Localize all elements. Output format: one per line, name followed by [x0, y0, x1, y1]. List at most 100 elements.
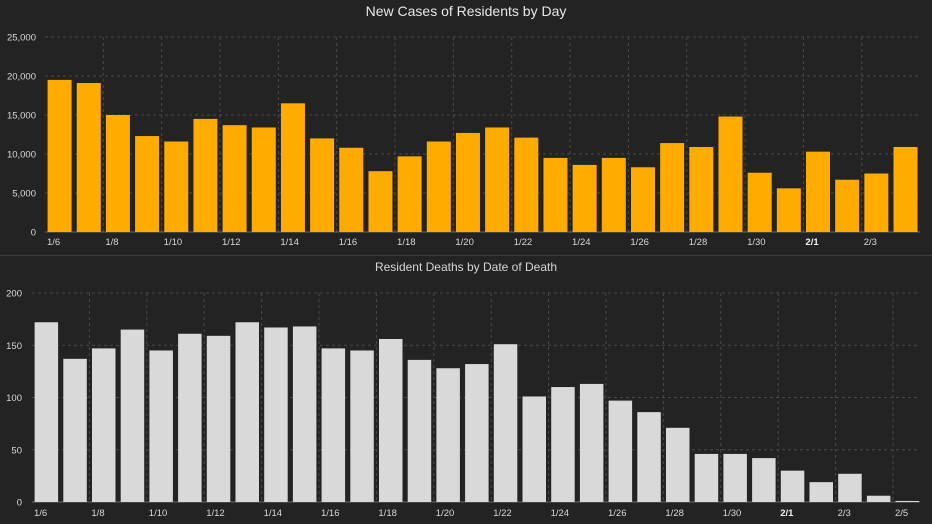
deaths-bar — [149, 350, 173, 502]
deaths-bar — [465, 364, 489, 502]
deaths-bar — [895, 500, 920, 502]
cases-y-tick-label: 5,000 — [12, 189, 36, 200]
cases-bar — [339, 147, 364, 232]
cases-x-tick-label: 1/20 — [455, 237, 474, 248]
cases-bar — [543, 157, 568, 232]
deaths-x-tick-label: 1/28 — [665, 508, 684, 519]
cases-bar — [76, 83, 101, 233]
cases-bar — [193, 118, 218, 232]
cases-bar — [455, 132, 480, 232]
cases-y-tick-label: 0 — [31, 228, 36, 239]
deaths-bar — [264, 327, 288, 502]
cases-x-tick-label: 1/24 — [572, 237, 591, 248]
cases-bar — [310, 138, 335, 232]
deaths-bar — [350, 350, 374, 502]
deaths-bar — [178, 333, 202, 502]
cases-bar — [251, 127, 276, 232]
cases-gridlines — [45, 36, 920, 233]
deaths-bar — [379, 338, 403, 502]
deaths-bar — [579, 383, 604, 502]
deaths-y-tick-label: 0 — [17, 498, 22, 509]
deaths-bar — [723, 453, 747, 502]
deaths-bar — [206, 335, 231, 502]
deaths-chart-title: Resident Deaths by Date of Death — [375, 260, 557, 274]
deaths-x-tick-label: 2/1 — [780, 508, 794, 519]
cases-bar — [893, 146, 918, 232]
deaths-x-tick-label: 1/26 — [608, 508, 627, 519]
deaths-bar — [522, 396, 546, 502]
cases-bar — [776, 188, 801, 232]
cases-bar — [601, 157, 626, 232]
deaths-bar — [637, 412, 661, 502]
cases-bar — [222, 125, 247, 232]
deaths-bar — [120, 329, 145, 502]
deaths-bar — [321, 348, 346, 502]
deaths-bar — [752, 458, 776, 502]
cases-x-tick-label: 1/8 — [105, 237, 118, 248]
deaths-bars — [34, 322, 920, 502]
cases-bar — [864, 173, 889, 232]
cases-x-tick-label: 2/3 — [864, 237, 877, 248]
cases-x-tick-label: 1/18 — [397, 237, 416, 248]
deaths-y-tick-label: 100 — [6, 393, 22, 404]
cases-bar — [718, 116, 743, 232]
deaths-bar — [694, 453, 719, 502]
cases-bars — [47, 79, 918, 233]
deaths-bar — [292, 326, 317, 502]
deaths-x-axis: 1/6 1/8 1/10 1/12 1/14 1/16 1/18 1/20 1/22 1/24 1/… — [34, 508, 908, 519]
deaths-x-tick-label: 1/30 — [723, 508, 742, 519]
panel-divider — [0, 255, 932, 256]
deaths-y-tick-label: 200 — [6, 289, 22, 300]
cases-bar — [135, 136, 160, 232]
deaths-x-tick-label: 1/20 — [436, 508, 455, 519]
deaths-bar — [34, 322, 59, 502]
deaths-bar — [838, 473, 862, 502]
deaths-x-tick-label: 1/24 — [551, 508, 570, 519]
deaths-y-axis: 0 50 100 150 200 — [6, 289, 22, 509]
cases-x-tick-label: 1/26 — [630, 237, 649, 248]
deaths-bar — [666, 427, 690, 502]
cases-bar — [47, 79, 72, 233]
deaths-x-tick-label: 1/8 — [91, 508, 104, 519]
cases-y-tick-label: 15,000 — [7, 111, 36, 122]
deaths-y-tick-label: 150 — [6, 341, 22, 352]
cases-bar — [806, 151, 831, 232]
cases-bar — [485, 127, 510, 232]
cases-x-tick-label: 1/6 — [47, 237, 60, 248]
cases-bar — [368, 171, 393, 232]
deaths-x-tick-label: 1/18 — [378, 508, 397, 519]
cases-bar — [105, 115, 130, 232]
cases-x-tick-label: 1/28 — [689, 237, 708, 248]
cases-x-tick-label: 1/14 — [280, 237, 299, 248]
deaths-bar — [780, 470, 805, 502]
deaths-bar — [809, 482, 833, 502]
cases-bar — [835, 179, 860, 232]
cases-x-tick-label: 1/30 — [747, 237, 766, 248]
deaths-bar — [92, 348, 116, 502]
cases-bar — [164, 141, 189, 232]
deaths-x-tick-label: 1/6 — [34, 508, 47, 519]
deaths-x-tick-label: 1/12 — [206, 508, 225, 519]
cases-bar — [514, 137, 539, 232]
deaths-x-tick-label: 2/3 — [838, 508, 851, 519]
cases-y-tick-label: 10,000 — [7, 150, 36, 161]
cases-chart-title: New Cases of Residents by Day — [366, 3, 567, 19]
deaths-bar — [866, 495, 891, 502]
cases-chart: New Cases of Residents by Day 0 5,000 10,0… — [7, 3, 920, 248]
deaths-x-tick-label: 1/14 — [264, 508, 283, 519]
cases-x-tick-label: 2/1 — [805, 237, 819, 248]
cases-x-tick-label: 1/16 — [339, 237, 358, 248]
cases-bar — [426, 141, 451, 232]
deaths-bar — [63, 358, 87, 502]
cases-bar — [572, 164, 597, 232]
deaths-bar — [235, 322, 259, 502]
deaths-bar — [608, 400, 633, 502]
deaths-bar — [493, 344, 518, 502]
cases-y-tick-label: 20,000 — [7, 72, 36, 83]
deaths-chart-panel: Resident Deaths by Date of Death 0 50 100 1… — [0, 256, 932, 524]
deaths-x-tick-label: 1/10 — [149, 508, 168, 519]
cases-bar — [397, 156, 422, 232]
cases-chart-panel: New Cases of Residents by Day 0 5,000 10,0… — [0, 0, 932, 255]
deaths-x-tick-label: 1/22 — [493, 508, 512, 519]
deaths-x-tick-label: 1/16 — [321, 508, 340, 519]
